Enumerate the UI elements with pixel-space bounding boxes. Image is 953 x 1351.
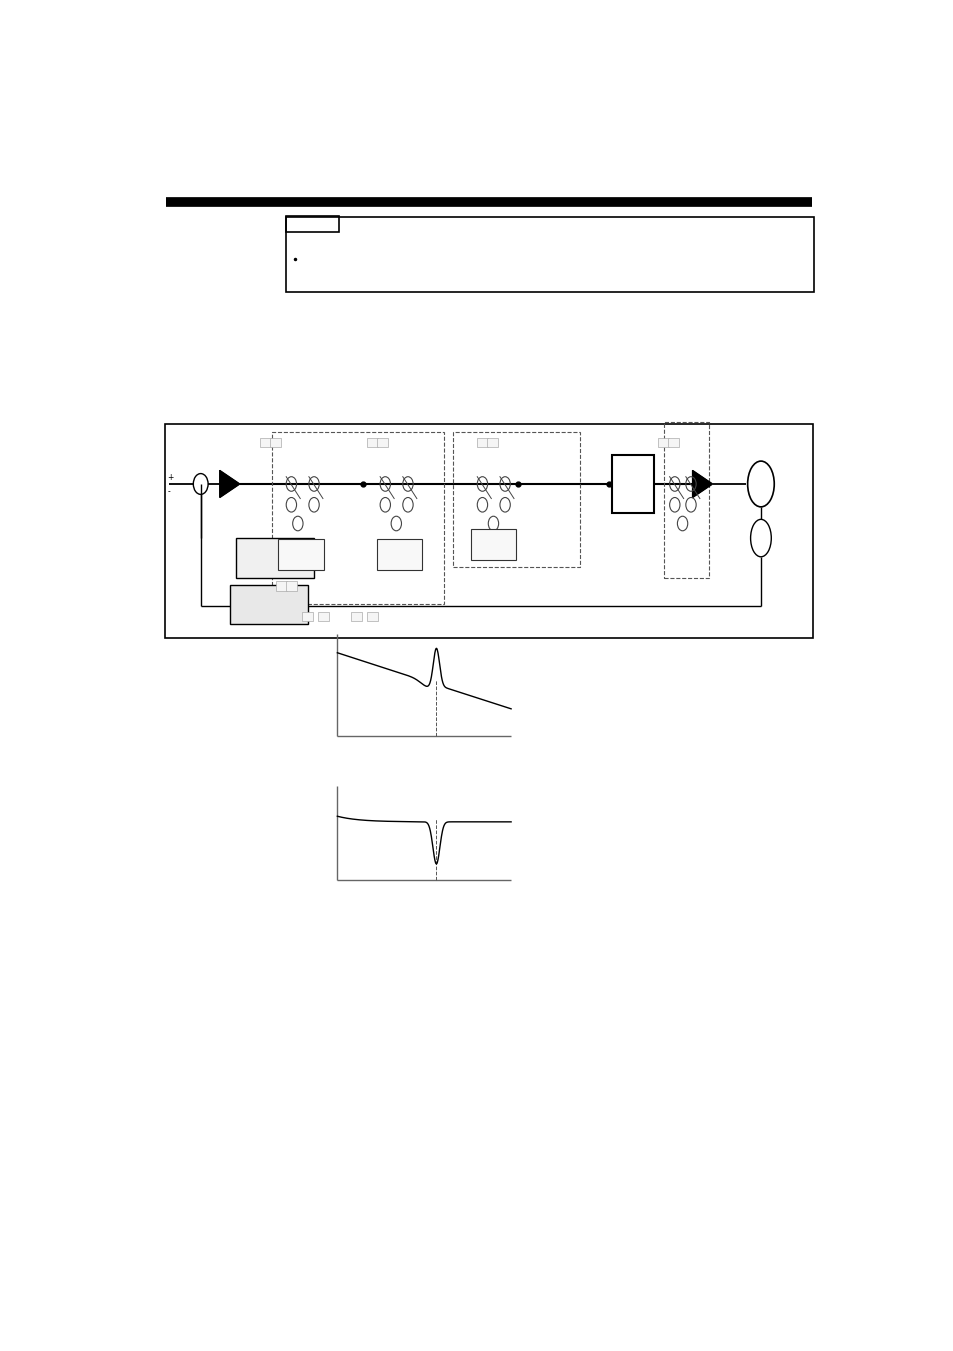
Bar: [285, 216, 338, 232]
Bar: [270, 438, 280, 447]
Bar: [376, 539, 422, 570]
Bar: [165, 424, 812, 638]
Bar: [351, 612, 361, 621]
Bar: [318, 612, 329, 621]
Bar: [366, 438, 377, 447]
Bar: [230, 585, 307, 624]
Bar: [286, 581, 296, 590]
Bar: [278, 539, 323, 570]
Ellipse shape: [747, 461, 774, 507]
Bar: [663, 422, 708, 578]
Bar: [302, 612, 313, 621]
Bar: [272, 432, 443, 604]
Bar: [476, 438, 488, 447]
Bar: [658, 438, 669, 447]
Text: -: -: [167, 486, 170, 496]
Bar: [453, 432, 579, 567]
Bar: [470, 528, 516, 559]
Bar: [259, 438, 271, 447]
Bar: [486, 438, 497, 447]
Bar: [275, 581, 287, 590]
Ellipse shape: [750, 519, 770, 557]
Bar: [285, 218, 813, 292]
Text: +: +: [167, 473, 173, 482]
Bar: [236, 538, 314, 578]
Polygon shape: [219, 470, 239, 497]
Bar: [611, 455, 654, 512]
Polygon shape: [692, 470, 712, 497]
Bar: [667, 438, 679, 447]
Bar: [366, 612, 377, 621]
Bar: [376, 438, 387, 447]
